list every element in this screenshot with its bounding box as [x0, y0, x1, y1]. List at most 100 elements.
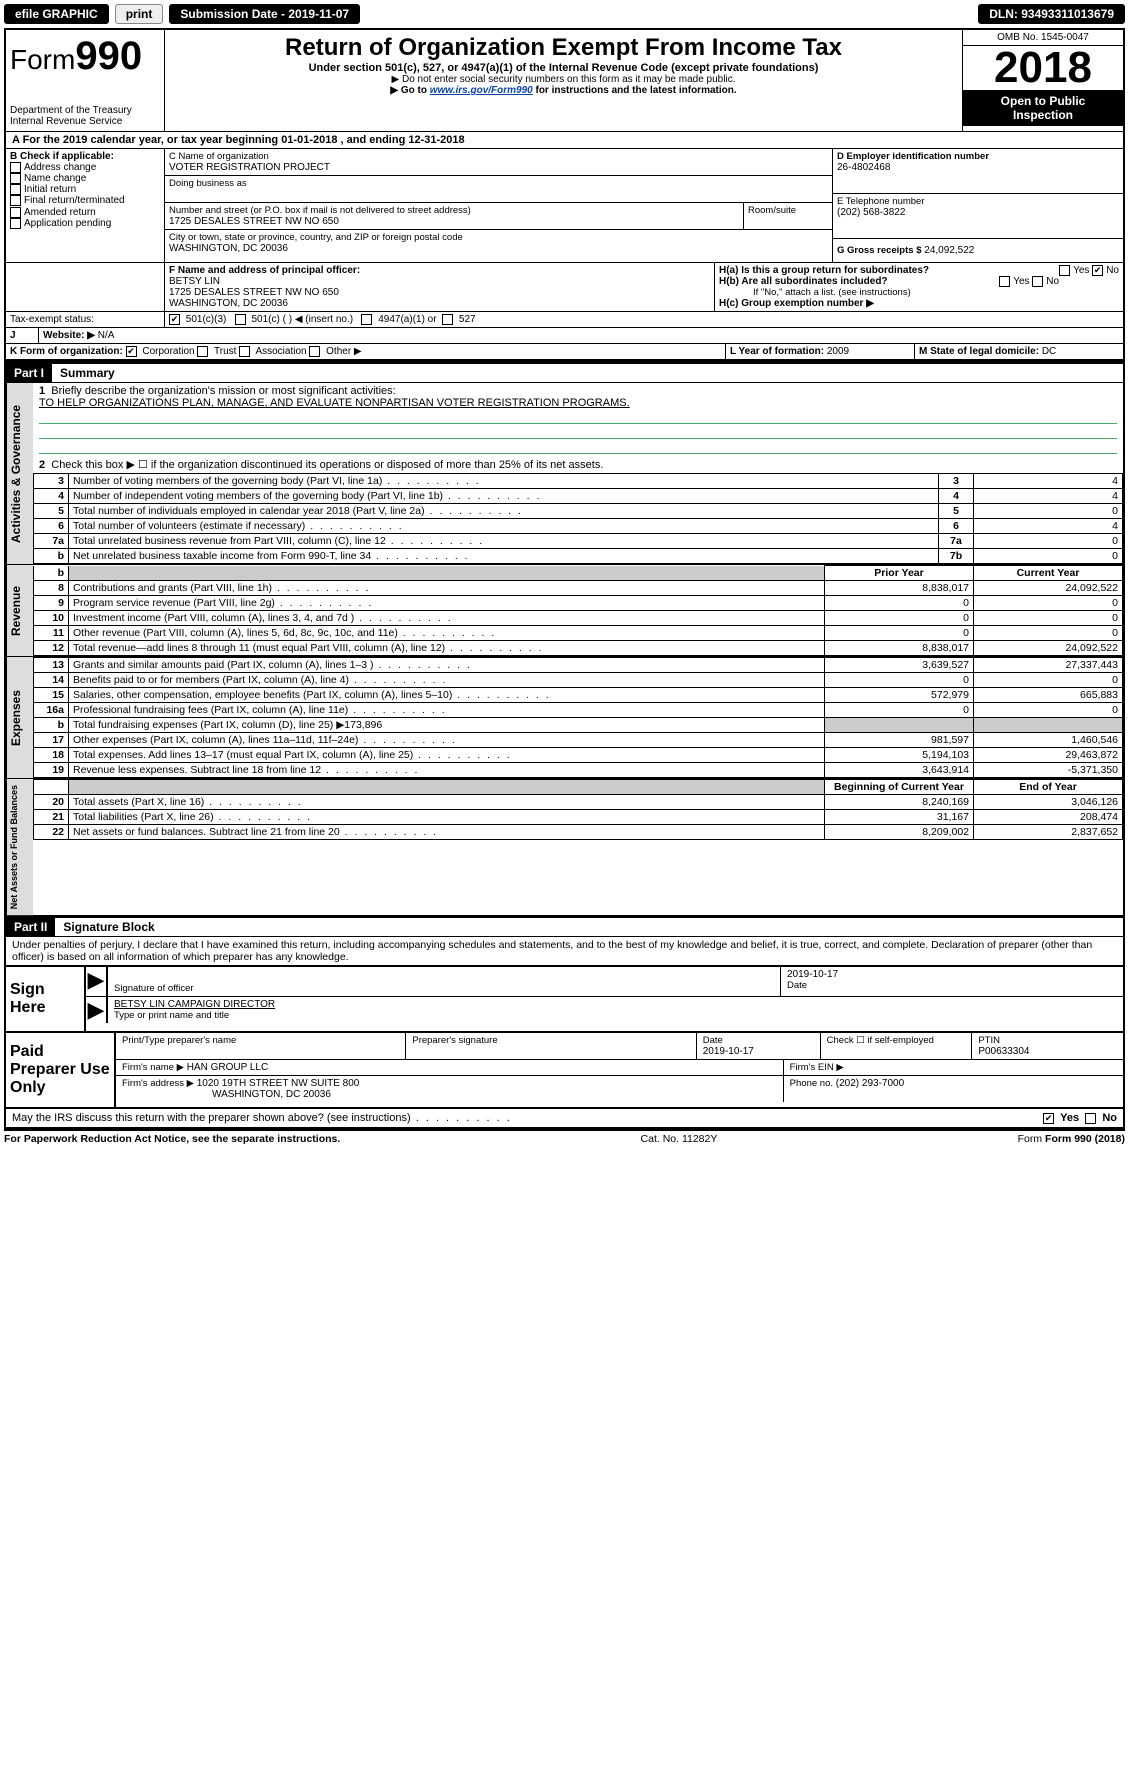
paid-preparer-block: Paid Preparer Use Only Print/Type prepar…: [6, 1031, 1123, 1109]
cb-final-return[interactable]: [10, 195, 21, 206]
cb-corp[interactable]: [126, 346, 137, 357]
city-label: City or town, state or province, country…: [169, 232, 828, 243]
top-toolbar: efile GRAPHIC print Submission Date - 20…: [4, 4, 1125, 24]
h-a-label: H(a) Is this a group return for subordin…: [719, 265, 929, 276]
lb-assoc: Association: [255, 346, 306, 357]
table-row: 18Total expenses. Add lines 13–17 (must …: [34, 748, 1123, 763]
catalog-number: Cat. No. 11282Y: [641, 1133, 718, 1145]
cb-discuss-no[interactable]: [1085, 1113, 1096, 1124]
table-row: bTotal fundraising expenses (Part IX, co…: [34, 718, 1123, 733]
form-ref: Form Form 990 (2018): [1018, 1133, 1125, 1145]
prep-h5: PTIN: [978, 1035, 1000, 1046]
cb-4947[interactable]: [361, 314, 372, 325]
lb-4947: 4947(a)(1) or: [378, 314, 436, 325]
sig-officer-label: Signature of officer: [114, 983, 774, 994]
sig-date: 2019-10-17: [787, 969, 1117, 980]
table-row: 11Other revenue (Part VIII, column (A), …: [34, 626, 1123, 641]
box-m-label: M State of legal domicile:: [919, 346, 1039, 357]
expenses-table: 13Grants and similar amounts paid (Part …: [33, 657, 1123, 778]
cb-amended[interactable]: [10, 207, 21, 218]
sign-arrow-icon-2: ▶: [86, 997, 108, 1023]
cb-hb-yes[interactable]: [999, 276, 1010, 287]
table-row: 22Net assets or fund balances. Subtract …: [34, 825, 1123, 840]
ha-no: No: [1106, 265, 1119, 276]
net-assets-section: Net Assets or Fund Balances Beginning of…: [6, 779, 1123, 916]
part-2-header: Part II Signature Block: [6, 916, 1123, 937]
cb-name-change[interactable]: [10, 173, 21, 184]
cb-discuss-yes[interactable]: [1043, 1113, 1054, 1124]
tax-year: 2018: [963, 46, 1123, 90]
tab-revenue: Revenue: [6, 565, 33, 656]
efile-badge: efile GRAPHIC: [4, 4, 109, 24]
cb-527[interactable]: [442, 314, 453, 325]
lb-name-change: Name change: [24, 173, 86, 184]
print-button[interactable]: print: [115, 4, 164, 24]
part-1-header: Part I Summary: [6, 362, 1123, 383]
lb-initial-return: Initial return: [24, 184, 76, 195]
addr-label: Number and street (or P.O. box if mail i…: [169, 205, 739, 216]
form-title: Return of Organization Exempt From Incom…: [169, 34, 958, 62]
table-row: 16aProfessional fundraising fees (Part I…: [34, 703, 1123, 718]
cb-app-pending[interactable]: [10, 218, 21, 229]
hb-no: No: [1046, 276, 1059, 287]
form-number: 990: [75, 34, 142, 78]
lb-amended: Amended return: [24, 207, 96, 218]
line1-label: Briefly describe the organization's miss…: [51, 385, 395, 397]
irs-link[interactable]: www.irs.gov/Form990: [430, 85, 533, 96]
box-b: B Check if applicable: Address change Na…: [6, 149, 165, 263]
goto-suffix: for instructions and the latest informat…: [533, 85, 737, 96]
box-f-label: F Name and address of principal officer:: [169, 265, 360, 276]
part-2-title: Signature Block: [55, 920, 154, 934]
box-b-label: B Check if applicable:: [10, 151, 160, 162]
revenue-section: Revenue bPrior YearCurrent Year8Contribu…: [6, 565, 1123, 657]
firm-addr2: WASHINGTON, DC 20036: [212, 1089, 331, 1100]
firm-addr1: 1020 19TH STREET NW SUITE 800: [197, 1078, 360, 1089]
cb-hb-no[interactable]: [1032, 276, 1043, 287]
firm-ein-label: Firm's EIN ▶: [790, 1062, 844, 1073]
year-formation: 2009: [827, 346, 849, 357]
sign-here-label: Sign Here: [6, 967, 84, 1031]
ha-yes: Yes: [1073, 265, 1089, 276]
table-row: bNet unrelated business taxable income f…: [34, 549, 1123, 564]
form-word: Form: [10, 44, 75, 75]
cb-other[interactable]: [309, 346, 320, 357]
form-header: Form990 Department of the Treasury Inter…: [6, 30, 1123, 132]
net-assets-table: Beginning of Current YearEnd of Year20To…: [33, 779, 1123, 840]
cb-assoc[interactable]: [239, 346, 250, 357]
lb-527: 527: [459, 314, 476, 325]
box-g-label: G Gross receipts $: [837, 245, 921, 256]
dln-badge: DLN: 93493311013679: [978, 4, 1125, 24]
page-footer: For Paperwork Reduction Act Notice, see …: [4, 1131, 1125, 1145]
part-1-num: Part I: [6, 364, 52, 382]
part-2-num: Part II: [6, 918, 55, 936]
h-c-label: H(c) Group exemption number ▶: [719, 298, 1119, 309]
cb-ha-no[interactable]: [1092, 265, 1103, 276]
form-990-container: Form990 Department of the Treasury Inter…: [4, 28, 1125, 1131]
paid-preparer-label: Paid Preparer Use Only: [6, 1033, 114, 1107]
cb-initial-return[interactable]: [10, 184, 21, 195]
cb-501c[interactable]: [235, 314, 246, 325]
room-suite-label: Room/suite: [743, 203, 832, 229]
cb-ha-yes[interactable]: [1059, 265, 1070, 276]
form-subtitle: Under section 501(c), 527, or 4947(a)(1)…: [169, 62, 958, 74]
table-row: 19Revenue less expenses. Subtract line 1…: [34, 763, 1123, 778]
ein-value: 26-4802468: [837, 162, 1119, 173]
box-k-label: K Form of organization:: [10, 346, 123, 357]
discuss-yes: Yes: [1060, 1112, 1079, 1124]
officer-print-label: Type or print name and title: [114, 1010, 1117, 1021]
discuss-question: May the IRS discuss this return with the…: [12, 1112, 512, 1124]
sign-arrow-icon: ▶: [86, 967, 108, 996]
cb-trust[interactable]: [197, 346, 208, 357]
h-b-label: H(b) Are all subordinates included?: [719, 276, 888, 287]
goto-prefix: ▶ Go to: [390, 85, 429, 96]
lb-final-return: Final return/terminated: [24, 196, 125, 207]
table-row: 6Total number of volunteers (estimate if…: [34, 519, 1123, 534]
officer-addr2: WASHINGTON, DC 20036: [169, 298, 288, 309]
dept-treasury: Department of the Treasury: [10, 105, 160, 116]
tab-net-assets: Net Assets or Fund Balances: [6, 779, 33, 915]
cb-501c3[interactable]: [169, 314, 180, 325]
table-row: 15Salaries, other compensation, employee…: [34, 688, 1123, 703]
cb-address-change[interactable]: [10, 162, 21, 173]
org-street: 1725 DESALES STREET NW NO 650: [169, 216, 739, 227]
table-row: 17Other expenses (Part IX, column (A), l…: [34, 733, 1123, 748]
